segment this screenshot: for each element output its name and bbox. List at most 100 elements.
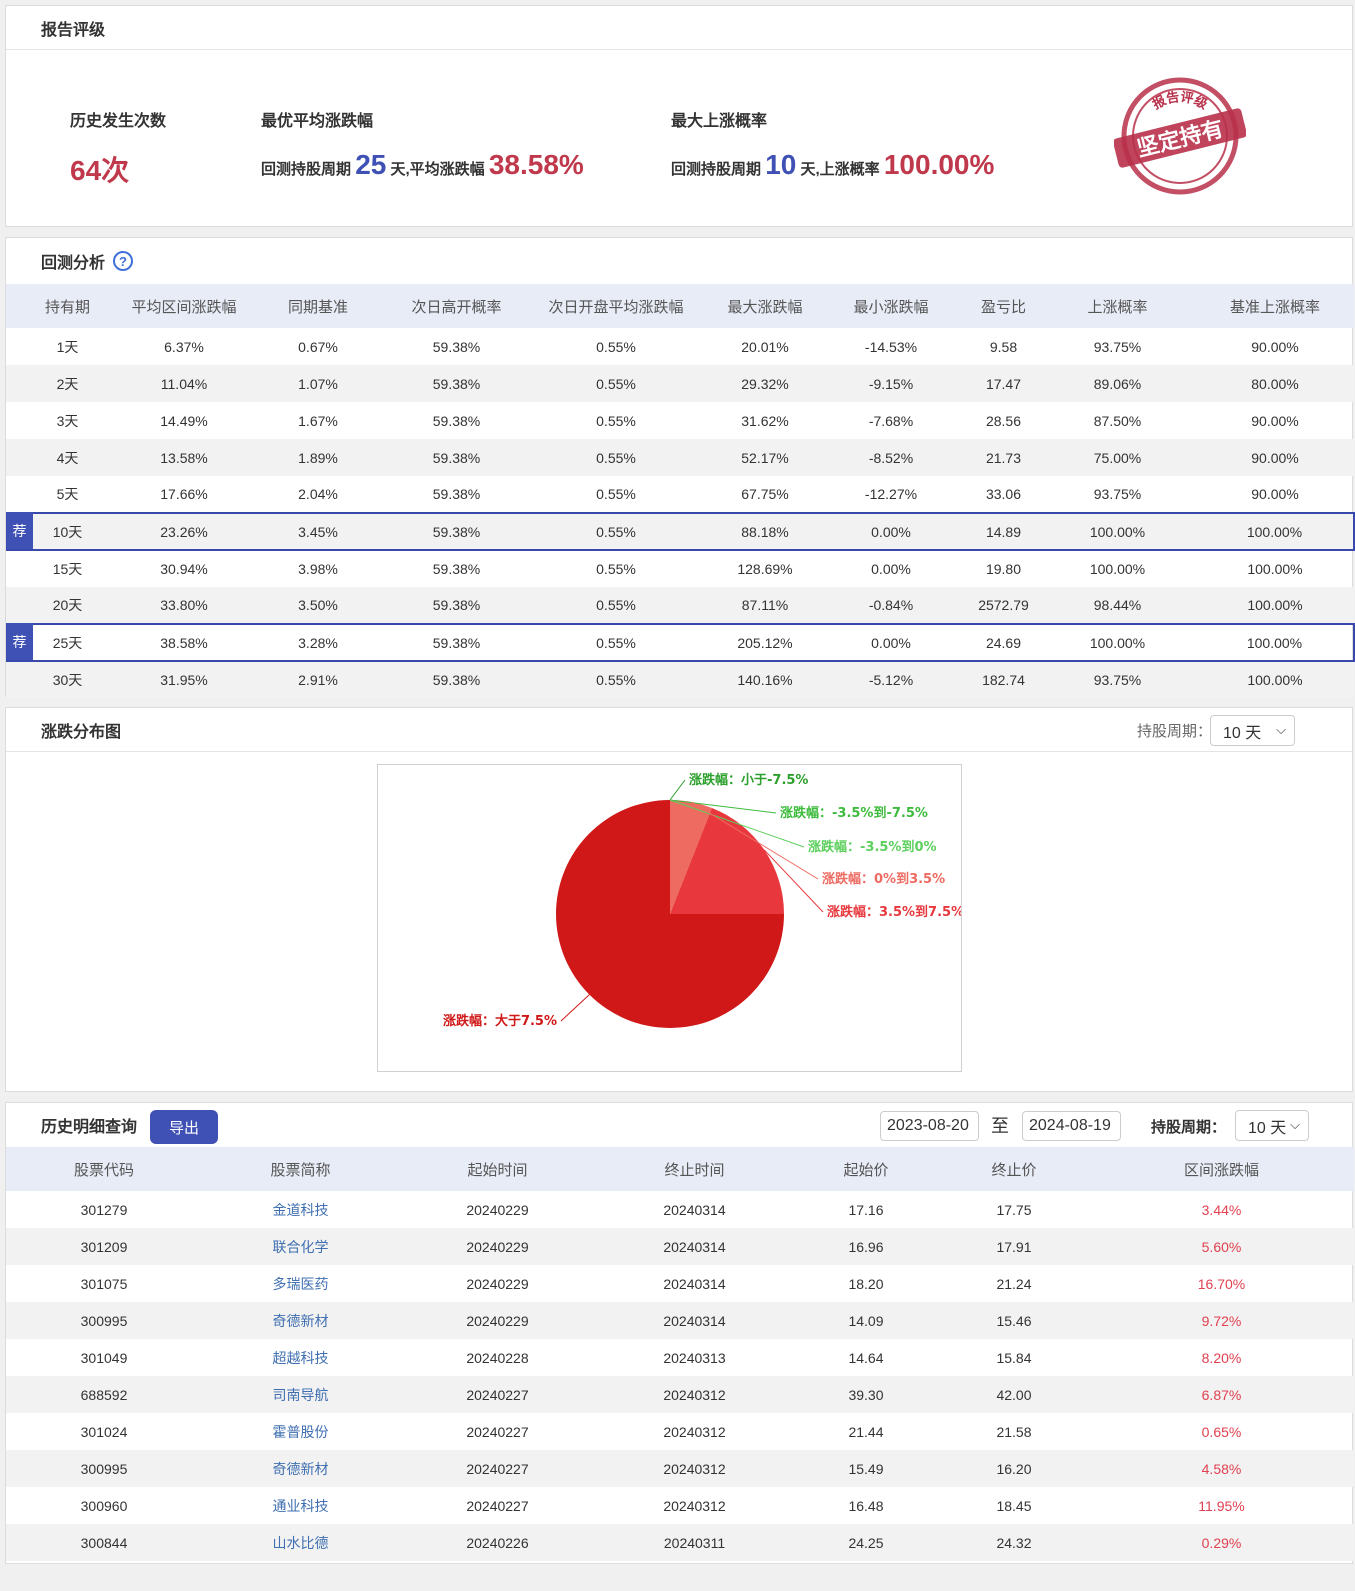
stock-name-link[interactable]: 奇德新材 (202, 1450, 399, 1487)
stock-name-link[interactable]: 奇德新材 (202, 1302, 399, 1339)
range-change-cell: 0.65% (1201, 1423, 1242, 1440)
history-row: 300844 山水比德 20240226 20240311 24.25 24.32 0.29… (6, 1524, 1354, 1561)
history-cell: 21.24 (996, 1275, 1032, 1292)
max-prob-value: 100.00% (883, 149, 995, 180)
backtest-row: 15天 30.94% 3.98% 59.38% 0.55% 128.69% 0.00% 19.… (6, 550, 1354, 587)
history-row: 688592 司南导航 20240227 20240312 39.30 42.00 6.87… (6, 1376, 1354, 1413)
backtest-cell: 15天 (52, 561, 83, 577)
backtest-cell: 荐 25天 (6, 623, 129, 662)
history-row: 301049 超越科技 20240228 20240313 14.64 15.84 8.20… (6, 1339, 1354, 1376)
date-to-input[interactable]: 2024-08-19 (1022, 1111, 1121, 1141)
backtest-cell: 0.67% (298, 338, 338, 355)
history-cell: 14.09 (793, 1302, 939, 1339)
stock-name-link[interactable]: 山水比德 (202, 1524, 399, 1561)
stock-name-link[interactable]: 通业科技 (272, 1497, 329, 1514)
backtest-cell: 93.75% (1093, 486, 1142, 502)
backtest-cell: 20天 (6, 587, 129, 624)
history-cell: 17.16 (848, 1201, 884, 1218)
backtest-cell: 1.67% (298, 412, 338, 429)
backtest-cell: 93.75% (1093, 338, 1142, 355)
backtest-cell: 59.38% (397, 512, 516, 551)
range-change-cell: 4.58% (1089, 1450, 1354, 1487)
rating-header: 报告评级 (6, 6, 1352, 50)
best-period-mid: 天,平均涨跌幅 (390, 161, 485, 178)
stock-name-link[interactable]: 霍普股份 (272, 1423, 329, 1440)
history-cell: 301209 (6, 1228, 202, 1265)
pie-chart-box: 涨跌幅：小于-7.5% 涨跌幅：-3.5%到-7.5% 涨跌幅：-3.5%到0% 涨跌… (377, 764, 964, 1072)
backtest-col-header: 盈亏比 (968, 284, 1039, 328)
history-col-header: 终止价 (939, 1147, 1089, 1191)
backtest-cell: 2572.79 (968, 587, 1039, 624)
pie-label: 涨跌幅：0%到3.5% (821, 871, 945, 887)
backtest-col-header: 同期基准 (239, 284, 397, 328)
backtest-cell: 0.55% (516, 439, 716, 476)
date-from-input[interactable]: 2023-08-20 (880, 1111, 979, 1141)
history-cell: 20240227 (466, 1497, 529, 1514)
max-prob-stat: 最大上涨概率 回测持股周期 10 天,上涨概率 100.00% (671, 107, 994, 181)
rating-panel: 报告评级 历史发生次数 64次 最优平均涨跌幅 回测持股周期 25 天,平均涨跌… (5, 5, 1353, 227)
backtest-cell: 13.58% (129, 439, 239, 476)
backtest-cell: 0.55% (516, 661, 716, 698)
backtest-cell: 17.66% (160, 486, 208, 502)
history-col-header: 区间涨跌幅 (1089, 1147, 1354, 1191)
history-table: 股票代码 股票简称 起始时间 终止时间 起始价 终止价 区间涨跌幅 301279 金道科技 20… (6, 1147, 1354, 1561)
hold-period-select[interactable]: 10 天 ⌵ (1235, 1110, 1309, 1141)
backtest-cell: 0.00% (814, 512, 968, 551)
distribution-title: 涨跌分布图 (41, 723, 122, 741)
backtest-table: 持有期 平均区间涨跌幅 同期基准 次日高开概率 次日开盘平均涨跌幅 最大涨跌幅 最小涨跌幅盈… (6, 284, 1355, 698)
backtest-cell: 33.80% (129, 587, 239, 624)
backtest-cell: -7.68% (868, 412, 914, 429)
period-select[interactable]: 10 天 ⌵ (1210, 715, 1295, 746)
pie-slice[interactable] (556, 800, 784, 1028)
best-avg-label: 最优平均涨跌幅 (261, 113, 374, 130)
stock-name-link[interactable]: 超越科技 (272, 1349, 329, 1366)
history-panel: 历史明细查询 导出 2023-08-20 至 2024-08-19 持股周期： … (5, 1102, 1354, 1564)
backtest-row: 荐 10天 23.26% 3.45% 59.38% 0.55% 88.18% 0.00% 14.… (6, 512, 1355, 551)
pie-label-line (669, 779, 686, 801)
history-row: 300995 奇德新材 20240227 20240312 15.49 16.20 4.58… (6, 1450, 1354, 1487)
export-button[interactable]: 导出 (150, 1110, 218, 1144)
history-cell: 300995 (6, 1450, 202, 1487)
history-cell: 21.58 (996, 1423, 1032, 1440)
history-row: 301075 多瑞医药 20240229 20240314 18.20 21.24 16.7… (6, 1265, 1354, 1302)
backtest-cell: 3.28% (239, 623, 397, 662)
distribution-panel: 涨跌分布图 持股周期： 10 天 ⌵ 涨跌幅：小于-7.5% 涨跌幅：-3.5%到… (5, 707, 1353, 1092)
pie-label: 涨跌幅：3.5%到7.5% (826, 904, 961, 920)
backtest-cell: 100.00% (1039, 512, 1196, 551)
backtest-cell: 29.32% (716, 365, 814, 402)
backtest-row: 4天 13.58% 1.89% 59.38% 0.55% 52.17% -8.52% 21.7… (6, 439, 1354, 476)
backtest-cell: 52.17% (716, 439, 814, 476)
recommend-badge: 荐 (6, 623, 33, 660)
backtest-cell: 90.00% (1251, 338, 1299, 355)
stock-name-link[interactable]: 司南导航 (202, 1376, 399, 1413)
history-header-row: 股票代码 股票简称 起始时间 终止时间 起始价 终止价 区间涨跌幅 (6, 1147, 1354, 1191)
rating-title: 报告评级 (41, 21, 106, 39)
pie-slice[interactable] (670, 808, 784, 914)
backtest-cell: 5天 (56, 486, 79, 502)
backtest-col-header: 平均区间涨跌幅 (129, 284, 239, 328)
history-title: 历史明细查询 (41, 1119, 138, 1136)
backtest-title: 回测分析 (41, 255, 106, 272)
backtest-cell: 14.49% (160, 412, 208, 429)
help-icon[interactable]: ? (113, 251, 134, 271)
history-cell: 20240227 (399, 1450, 596, 1487)
backtest-cell: 1天 (56, 338, 79, 355)
backtest-cell: 59.38% (432, 338, 481, 355)
backtest-cell: 3天 (56, 412, 79, 429)
stock-name-link[interactable]: 多瑞医药 (272, 1275, 329, 1292)
history-cell: 20240229 (399, 1302, 596, 1339)
history-cell: 15.49 (793, 1450, 939, 1487)
pie-slice[interactable] (670, 800, 712, 914)
history-cell: 17.91 (939, 1228, 1089, 1265)
history-cell: 24.32 (939, 1524, 1089, 1561)
max-prob-label: 最大上涨概率 (671, 113, 768, 130)
backtest-cell: 11.04% (129, 365, 239, 402)
backtest-cell: 93.75% (1039, 661, 1196, 698)
stock-name-link[interactable]: 联合化学 (202, 1228, 399, 1265)
backtest-cell: 59.38% (432, 486, 481, 502)
stock-name-link[interactable]: 金道科技 (272, 1201, 329, 1218)
chevron-down-icon: ⌵ (1290, 1117, 1300, 1132)
history-cell: 17.75 (996, 1201, 1032, 1218)
history-cell: 20240226 (399, 1524, 596, 1561)
hold-period-label: 持股周期： (1151, 1119, 1227, 1136)
